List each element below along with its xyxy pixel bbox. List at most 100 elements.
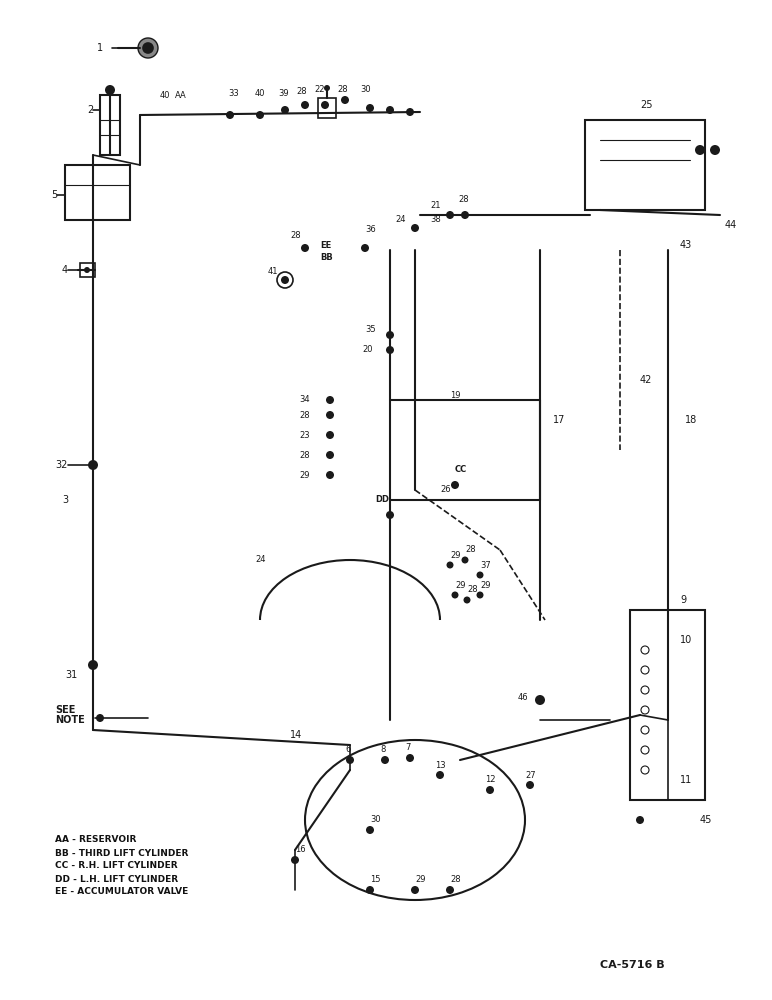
Text: 7: 7 bbox=[405, 744, 411, 752]
Circle shape bbox=[463, 596, 470, 603]
Text: 28: 28 bbox=[450, 876, 461, 884]
Text: 41: 41 bbox=[268, 267, 279, 276]
Text: 29: 29 bbox=[450, 550, 461, 560]
Circle shape bbox=[105, 85, 115, 95]
Text: 16: 16 bbox=[295, 846, 306, 854]
Circle shape bbox=[526, 781, 534, 789]
Text: 22: 22 bbox=[314, 86, 324, 95]
Circle shape bbox=[301, 244, 309, 252]
Text: SEE: SEE bbox=[55, 705, 76, 715]
Bar bbox=[630, 610, 705, 800]
Text: 45: 45 bbox=[700, 815, 713, 825]
Circle shape bbox=[88, 460, 98, 470]
Circle shape bbox=[138, 38, 158, 58]
Circle shape bbox=[451, 481, 459, 489]
Circle shape bbox=[710, 145, 720, 155]
Text: 21: 21 bbox=[430, 200, 441, 210]
Text: 28: 28 bbox=[300, 450, 310, 460]
Text: BB - THIRD LIFT CYLINDER: BB - THIRD LIFT CYLINDER bbox=[55, 848, 188, 857]
Circle shape bbox=[535, 695, 545, 705]
Circle shape bbox=[256, 111, 264, 119]
Text: 38: 38 bbox=[430, 216, 441, 225]
Text: 24: 24 bbox=[395, 216, 405, 225]
Text: 4: 4 bbox=[62, 265, 68, 275]
Text: EE - ACCUMULATOR VALVE: EE - ACCUMULATOR VALVE bbox=[55, 888, 188, 896]
Text: 29: 29 bbox=[480, 580, 490, 589]
Circle shape bbox=[143, 43, 153, 53]
Bar bbox=[318, 98, 336, 118]
Text: 17: 17 bbox=[553, 415, 565, 425]
Text: 11: 11 bbox=[680, 775, 692, 785]
Circle shape bbox=[386, 346, 394, 354]
Circle shape bbox=[636, 816, 644, 824]
Text: 43: 43 bbox=[680, 240, 692, 250]
Text: 26: 26 bbox=[440, 486, 451, 494]
Text: 6: 6 bbox=[345, 746, 350, 754]
Text: DD: DD bbox=[375, 495, 389, 504]
Text: 3: 3 bbox=[62, 495, 68, 505]
Text: 28: 28 bbox=[465, 546, 476, 554]
Circle shape bbox=[321, 101, 329, 109]
Circle shape bbox=[88, 660, 98, 670]
Circle shape bbox=[406, 108, 414, 116]
Text: 13: 13 bbox=[435, 760, 445, 770]
Circle shape bbox=[476, 591, 483, 598]
Circle shape bbox=[281, 106, 289, 114]
Text: 33: 33 bbox=[228, 89, 239, 98]
Text: 29: 29 bbox=[455, 580, 466, 589]
Circle shape bbox=[381, 756, 389, 764]
Text: 18: 18 bbox=[685, 415, 697, 425]
Text: 19: 19 bbox=[450, 390, 461, 399]
Text: 30: 30 bbox=[370, 816, 381, 824]
Circle shape bbox=[301, 101, 309, 109]
Text: 44: 44 bbox=[725, 220, 737, 230]
Text: 29: 29 bbox=[300, 471, 310, 480]
Circle shape bbox=[324, 85, 330, 91]
Circle shape bbox=[281, 276, 289, 284]
Text: 39: 39 bbox=[278, 89, 289, 98]
Text: 36: 36 bbox=[365, 226, 376, 234]
Text: 8: 8 bbox=[380, 746, 385, 754]
Text: 5: 5 bbox=[51, 190, 57, 200]
Text: 14: 14 bbox=[290, 730, 303, 740]
Text: 12: 12 bbox=[485, 776, 496, 784]
Text: NOTE: NOTE bbox=[55, 715, 85, 725]
Circle shape bbox=[446, 211, 454, 219]
Text: 34: 34 bbox=[300, 395, 310, 404]
Circle shape bbox=[366, 104, 374, 112]
Circle shape bbox=[446, 886, 454, 894]
Text: 28: 28 bbox=[296, 87, 306, 96]
Text: 2: 2 bbox=[86, 105, 93, 115]
Circle shape bbox=[326, 471, 334, 479]
Circle shape bbox=[406, 754, 414, 762]
Circle shape bbox=[291, 856, 299, 864]
Circle shape bbox=[436, 771, 444, 779]
Circle shape bbox=[226, 111, 234, 119]
Text: 24: 24 bbox=[255, 556, 266, 564]
Circle shape bbox=[326, 396, 334, 404]
Circle shape bbox=[452, 591, 459, 598]
Text: 28: 28 bbox=[300, 410, 310, 420]
Text: 28: 28 bbox=[458, 196, 469, 205]
Text: 9: 9 bbox=[680, 595, 686, 605]
Circle shape bbox=[96, 714, 104, 722]
Text: 35: 35 bbox=[365, 326, 376, 334]
Circle shape bbox=[462, 556, 469, 564]
Bar bbox=[65, 165, 130, 220]
Text: 37: 37 bbox=[480, 560, 491, 570]
Circle shape bbox=[446, 562, 453, 568]
Text: EE: EE bbox=[320, 240, 331, 249]
Text: CC - R.H. LIFT CYLINDER: CC - R.H. LIFT CYLINDER bbox=[55, 861, 178, 870]
Circle shape bbox=[326, 411, 334, 419]
Text: AA - RESERVOIR: AA - RESERVOIR bbox=[55, 836, 137, 844]
Circle shape bbox=[476, 572, 483, 578]
Text: 30: 30 bbox=[360, 85, 371, 94]
Bar bbox=[585, 120, 705, 210]
Circle shape bbox=[386, 331, 394, 339]
Text: 28: 28 bbox=[290, 231, 300, 239]
Text: 29: 29 bbox=[415, 876, 425, 884]
Text: 40: 40 bbox=[255, 89, 266, 98]
Text: DD - L.H. LIFT CYLINDER: DD - L.H. LIFT CYLINDER bbox=[55, 874, 178, 884]
Text: 25: 25 bbox=[640, 100, 652, 110]
Text: BB: BB bbox=[320, 253, 333, 262]
